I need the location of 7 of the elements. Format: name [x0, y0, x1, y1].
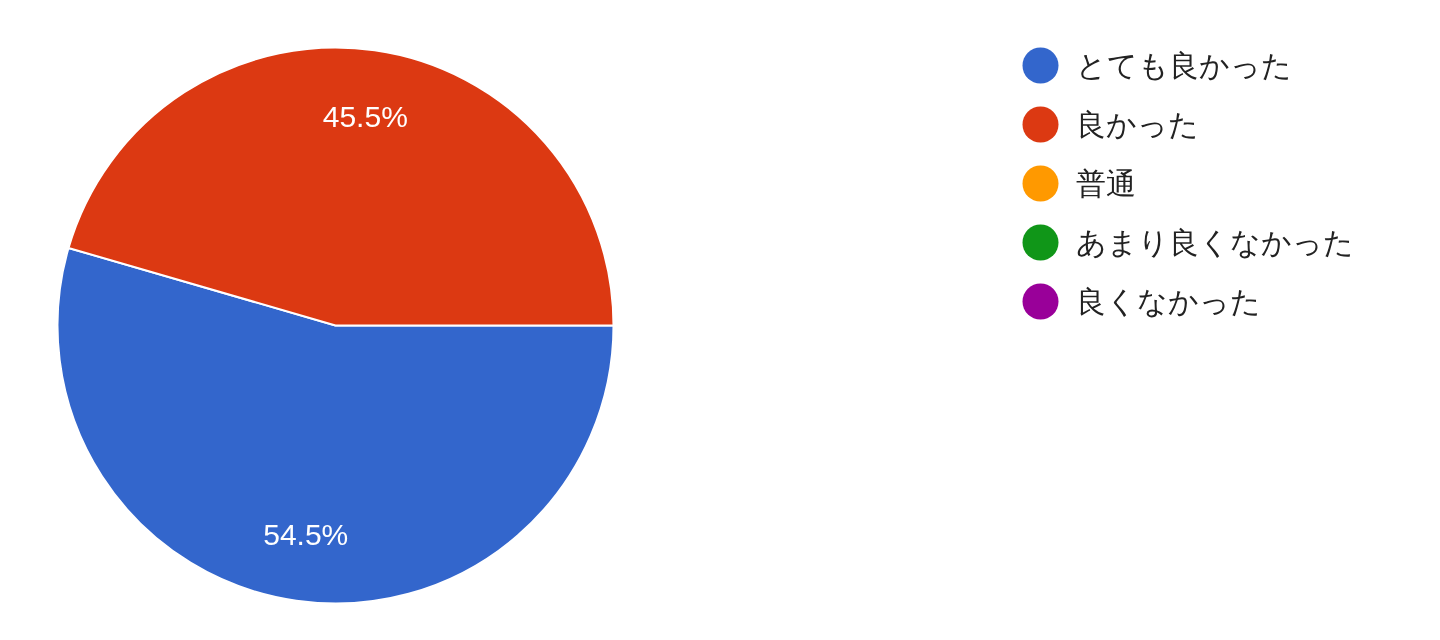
legend-label: 普通 [1075, 166, 1136, 201]
data-label: 54.5% [263, 518, 349, 552]
legend-label: 良かった [1075, 107, 1199, 142]
legend-label: あまり良くなかった [1075, 225, 1354, 260]
legend-label: とても良かった [1075, 48, 1292, 83]
legend-label: 良くなかった [1075, 284, 1261, 319]
data-label: 45.5% [322, 99, 408, 133]
